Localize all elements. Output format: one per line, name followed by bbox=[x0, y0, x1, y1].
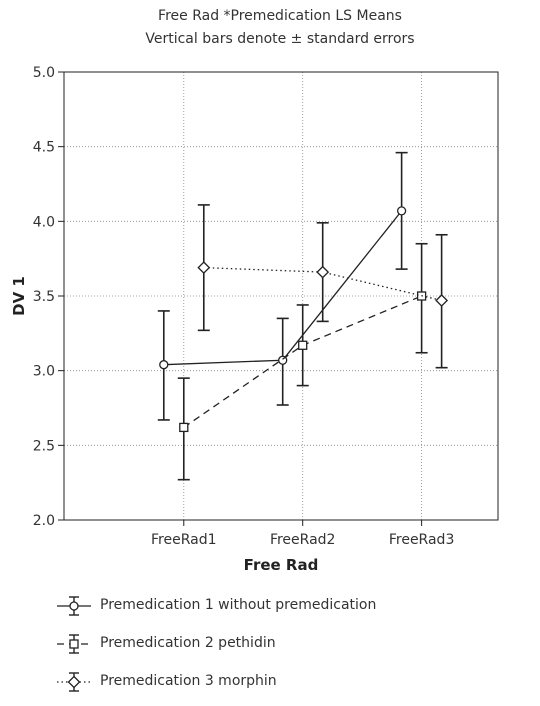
y-tick-label: 2.0 bbox=[33, 513, 55, 529]
chart-plot: 2.0 2.5 3.0 3.5 4.0 4.5 5.0 FreeRad1 FreeRad2 Fre… bbox=[10, 65, 499, 574]
y-tick-label: 4.0 bbox=[33, 214, 55, 230]
y-tick-label: 3.5 bbox=[33, 289, 55, 305]
legend-swatch-square bbox=[57, 634, 91, 654]
plot-frame bbox=[63, 71, 499, 521]
y-tick-label: 2.5 bbox=[33, 438, 55, 454]
y-tick-label: 4.5 bbox=[33, 140, 55, 156]
legend-swatch-circle bbox=[57, 596, 91, 616]
legend-marker-diamond bbox=[67, 675, 81, 689]
x-tick-label: FreeRad3 bbox=[389, 532, 455, 548]
chart-title: Free Rad *Premedication LS Means bbox=[158, 8, 402, 24]
legend-label: Premedication 3 morphin bbox=[100, 673, 277, 689]
x-tick-label: FreeRad1 bbox=[151, 532, 217, 548]
x-tick-label: FreeRad2 bbox=[270, 532, 336, 548]
legend-swatch-diamond bbox=[57, 672, 91, 692]
legend-label: Premedication 2 pethidin bbox=[100, 635, 276, 651]
legend-marker-circle bbox=[69, 601, 79, 611]
y-tick-label: 3.0 bbox=[33, 364, 55, 380]
x-axis-label: Free Rad bbox=[244, 556, 319, 574]
legend-label: Premedication 1 without premedication bbox=[100, 597, 377, 613]
data-point-diamond bbox=[435, 294, 449, 307]
data-point-diamond bbox=[197, 261, 211, 275]
legend-marker-square bbox=[69, 639, 79, 649]
data-point-diamond bbox=[316, 265, 330, 279]
chart-subtitle: Vertical bars denote ± standard errors bbox=[145, 31, 415, 47]
y-tick-label: 5.0 bbox=[33, 65, 55, 81]
data-point-circle bbox=[159, 360, 169, 370]
data-point-square bbox=[298, 340, 308, 350]
data-point-square bbox=[179, 422, 189, 433]
y-axis-label: DV 1 bbox=[10, 276, 28, 316]
data-point-circle bbox=[396, 206, 407, 216]
